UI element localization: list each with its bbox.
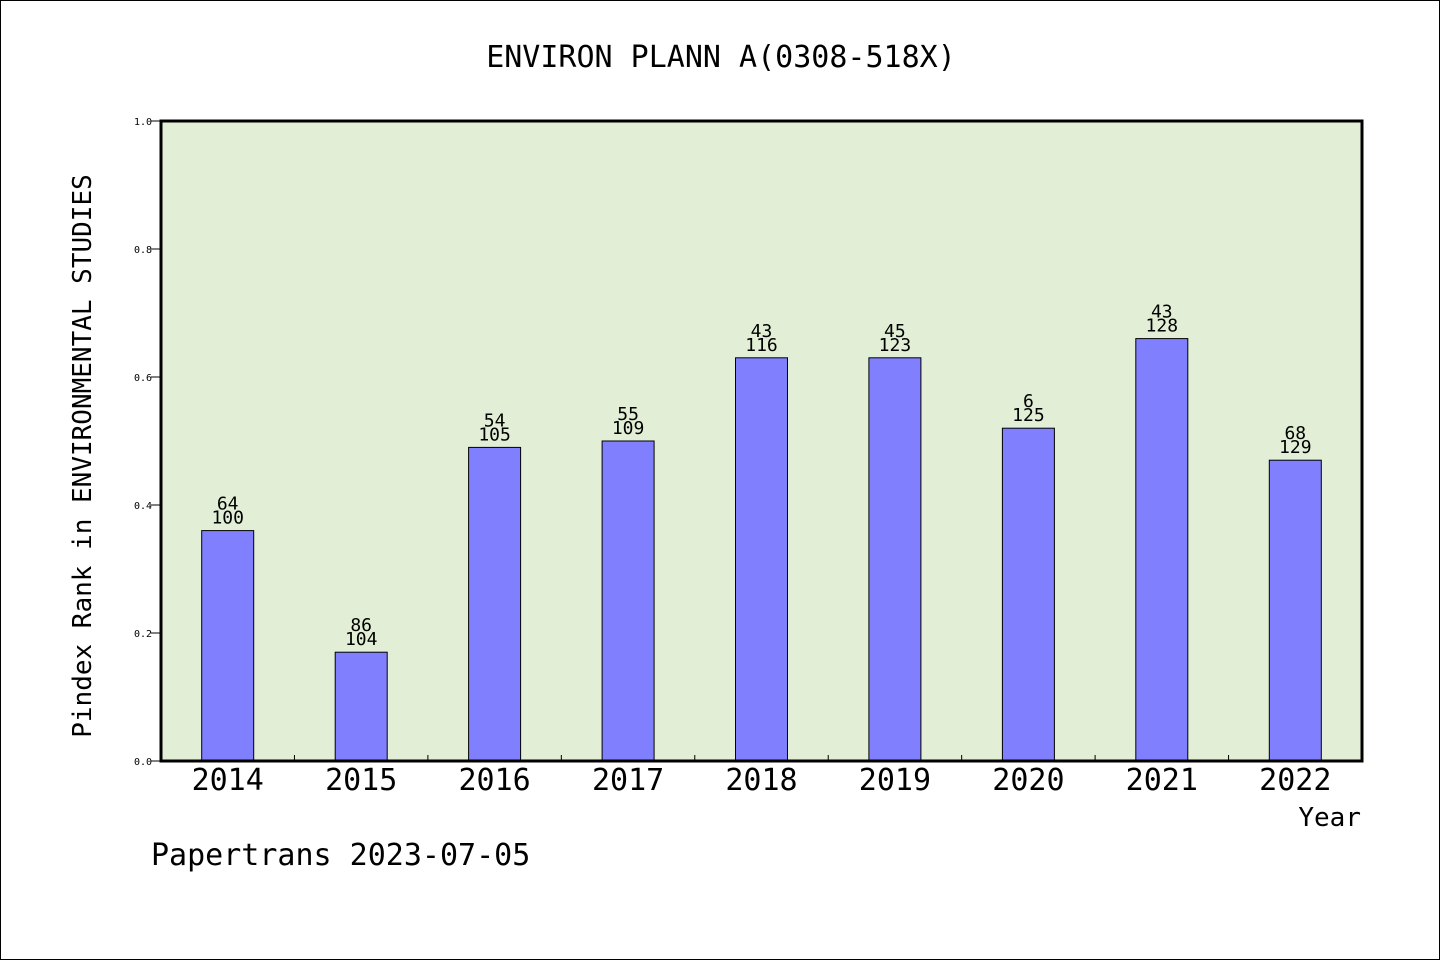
bar-2020 xyxy=(1001,427,1055,762)
bar-label-bottom: 109 xyxy=(612,418,645,439)
bar-labels-group: 6410086104541055510943116451236125431286… xyxy=(211,302,1311,651)
footer-credit: Papertrans 2023-07-05 xyxy=(151,838,530,873)
x-tick-label: 2015 xyxy=(325,763,397,798)
bar-label-bottom: 104 xyxy=(345,629,378,650)
bar-label-top: 43 xyxy=(1151,302,1173,323)
x-tick-label: 2016 xyxy=(458,763,530,798)
bar-2014 xyxy=(201,530,255,762)
bar-label-bottom: 100 xyxy=(211,508,244,529)
x-tick-label: 2018 xyxy=(725,763,797,798)
x-axis-label: Year xyxy=(1298,803,1361,833)
bar-label-top: 55 xyxy=(617,404,639,425)
bar-label-bottom: 105 xyxy=(478,424,511,445)
bar-label-bottom: 123 xyxy=(879,335,912,356)
bar-label-top: 6 xyxy=(1023,391,1034,412)
bar-2015 xyxy=(334,651,388,762)
y-tick-label: 0.8 xyxy=(134,245,152,256)
bar-label-top: 86 xyxy=(350,615,372,636)
y-tick-label: 0.4 xyxy=(134,501,152,512)
bar-2019 xyxy=(868,357,922,762)
bar-label-top: 64 xyxy=(217,494,239,515)
bar-label-bottom: 116 xyxy=(745,335,778,356)
bar-2017 xyxy=(601,440,655,762)
chart-title: ENVIRON PLANN A(0308-518X) xyxy=(486,40,956,75)
x-tick-label: 2017 xyxy=(592,763,664,798)
y-tick-label: 0.6 xyxy=(134,373,152,384)
bar-label-top: 45 xyxy=(884,321,906,342)
bar-label-top: 54 xyxy=(484,410,506,431)
x-tick-label: 2022 xyxy=(1259,763,1331,798)
bar-label-bottom: 129 xyxy=(1279,437,1312,458)
x-tick-label: 2019 xyxy=(859,763,931,798)
y-tick-label: 0.2 xyxy=(134,629,152,640)
bar-2022 xyxy=(1268,459,1322,762)
y-tick-label: 0.0 xyxy=(134,757,152,768)
plot-border xyxy=(159,119,1364,763)
bar-label-bottom: 125 xyxy=(1012,405,1045,426)
bar-2016 xyxy=(468,446,522,762)
x-tick-label: 2020 xyxy=(992,763,1064,798)
y-tick-label: 1.0 xyxy=(134,117,152,128)
bar-label-bottom: 128 xyxy=(1146,316,1179,337)
x-axis: 2014 2015 2016 2017 2018 2019 2020 2021 2022 xyxy=(192,755,1331,798)
x-tick-label: 2014 xyxy=(192,763,264,798)
bar-2018 xyxy=(735,357,788,762)
y-axis-label: Pindex Rank in ENVIRONMENTAL STUDIES xyxy=(68,174,98,738)
x-tick-label: 2021 xyxy=(1126,763,1198,798)
bar-label-top: 68 xyxy=(1284,423,1306,444)
bars-group xyxy=(201,338,1322,762)
bar-label-top: 43 xyxy=(751,321,773,342)
bar-2021 xyxy=(1135,338,1189,762)
y-axis: 0.0 0.2 0.4 0.6 0.8 1.0 xyxy=(134,117,161,768)
